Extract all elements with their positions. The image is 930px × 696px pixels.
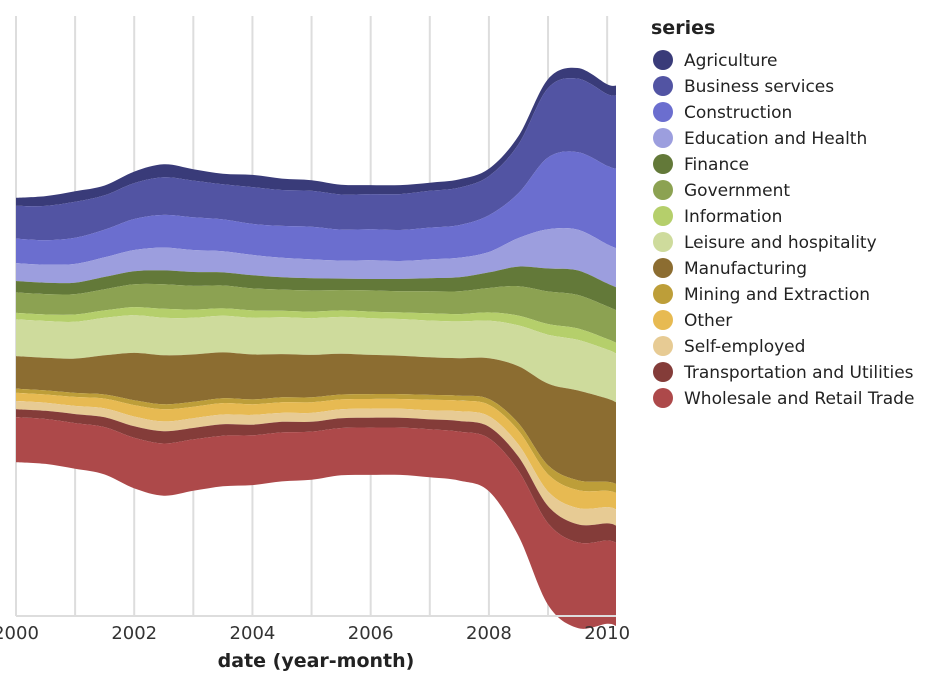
- legend-label: Business services: [684, 77, 834, 97]
- stream-layer-business-services: [16, 78, 616, 241]
- legend-label: Education and Health: [684, 129, 867, 149]
- legend-label: Leisure and hospitality: [684, 233, 877, 253]
- legend-title: series: [651, 17, 715, 39]
- stream-layer-wholesale-and-retail-trade: [16, 417, 616, 629]
- legend-label: Agriculture: [684, 51, 778, 71]
- legend-swatch: [653, 206, 673, 226]
- x-tick-label-2000: 2000: [0, 623, 39, 644]
- legend-label: Self-employed: [684, 337, 805, 357]
- stream-layer-education-and-health: [16, 228, 616, 288]
- legend-label: Finance: [684, 155, 749, 175]
- stream-layer-government: [16, 283, 616, 343]
- legend-swatch: [653, 362, 673, 382]
- legend-label: Government: [684, 181, 790, 201]
- legend-swatch: [653, 180, 673, 200]
- legend-swatch: [653, 258, 673, 278]
- x-axis: 2000 2002 2004 2006 2008 2010: [0, 623, 630, 644]
- x-tick-label-2008: 2008: [466, 623, 512, 644]
- legend-swatch: [653, 102, 673, 122]
- legend-swatch: [653, 310, 673, 330]
- stream-layer-transportation-and-utilities: [16, 409, 616, 544]
- x-tick-label-2006: 2006: [348, 623, 394, 644]
- stream-layer-other: [16, 392, 616, 510]
- legend-swatch: [653, 388, 673, 408]
- legend-swatch: [653, 154, 673, 174]
- legend-swatch: [653, 128, 673, 148]
- stream-layer-leisure-and-hospitality: [16, 315, 616, 403]
- stream-layers: [16, 67, 616, 629]
- legend-swatch: [653, 284, 673, 304]
- x-tick-label-2010: 2010: [584, 623, 630, 644]
- legend-label: Other: [684, 311, 732, 331]
- stream-layer-information: [16, 307, 616, 354]
- x-axis-title: date (year-month): [218, 650, 415, 672]
- legend-swatch: [653, 232, 673, 252]
- x-tick-label-2002: 2002: [111, 623, 157, 644]
- plot-area: [15, 16, 616, 629]
- legend-label: Manufacturing: [684, 259, 807, 279]
- stream-layer-finance: [16, 266, 616, 311]
- legend-swatch: [653, 336, 673, 356]
- legend: series Agriculture Business services Const…: [651, 17, 914, 409]
- x-tick-label-2004: 2004: [230, 623, 276, 644]
- legend-label: Mining and Extraction: [684, 285, 870, 305]
- stream-layer-self-employed: [16, 401, 616, 526]
- legend-label: Construction: [684, 103, 792, 123]
- stream-layer-manufacturing: [16, 352, 616, 484]
- legend-swatch: [653, 76, 673, 96]
- legend-label: Information: [684, 207, 782, 227]
- legend-label: Wholesale and Retail Trade: [684, 389, 914, 409]
- legend-label: Transportation and Utilities: [683, 363, 914, 383]
- stream-layer-construction: [16, 151, 616, 265]
- stream-layer-agriculture: [16, 67, 616, 207]
- legend-swatch: [653, 50, 673, 70]
